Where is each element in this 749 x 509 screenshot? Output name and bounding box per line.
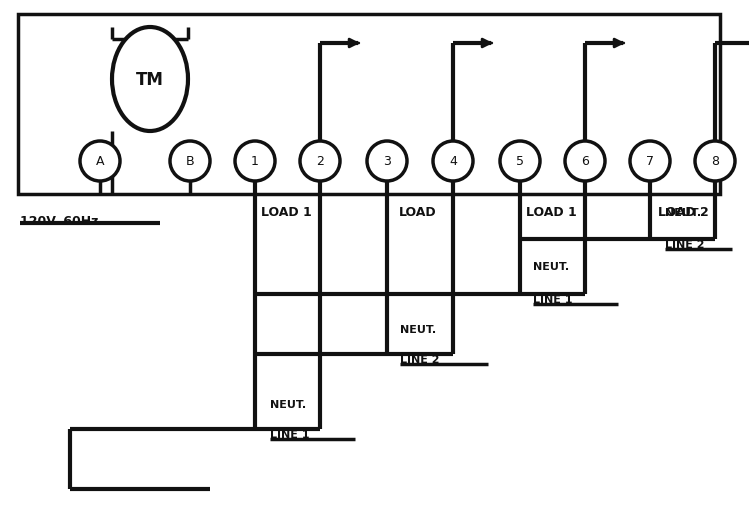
- Ellipse shape: [112, 28, 188, 132]
- Circle shape: [300, 142, 340, 182]
- Text: 8: 8: [711, 155, 719, 168]
- Text: NEUT.: NEUT.: [270, 399, 306, 409]
- Text: LOAD 2: LOAD 2: [658, 206, 709, 219]
- Bar: [18, 15, 720, 194]
- Text: LINE 1: LINE 1: [533, 294, 572, 304]
- Text: LINE 1: LINE 1: [270, 429, 309, 439]
- Circle shape: [695, 142, 735, 182]
- Text: 5: 5: [516, 155, 524, 168]
- Circle shape: [170, 142, 210, 182]
- Text: NEUT.: NEUT.: [533, 262, 569, 271]
- Text: LOAD 1: LOAD 1: [261, 206, 312, 219]
- Circle shape: [500, 142, 540, 182]
- Circle shape: [235, 142, 275, 182]
- Text: 2: 2: [316, 155, 324, 168]
- Circle shape: [80, 142, 120, 182]
- Text: LINE 2: LINE 2: [400, 354, 440, 364]
- Text: NEUT.: NEUT.: [400, 324, 436, 334]
- Text: A: A: [96, 155, 104, 168]
- Text: 7: 7: [646, 155, 654, 168]
- Circle shape: [630, 142, 670, 182]
- Text: LINE 2: LINE 2: [665, 240, 705, 249]
- Circle shape: [367, 142, 407, 182]
- Text: LOAD: LOAD: [399, 206, 437, 219]
- Text: 3: 3: [383, 155, 391, 168]
- Text: TM: TM: [136, 71, 164, 89]
- Circle shape: [433, 142, 473, 182]
- Text: 4: 4: [449, 155, 457, 168]
- Text: LOAD 1: LOAD 1: [526, 206, 577, 219]
- Text: NEUT.: NEUT.: [665, 208, 701, 217]
- Circle shape: [565, 142, 605, 182]
- Text: 6: 6: [581, 155, 589, 168]
- Text: B: B: [186, 155, 194, 168]
- Text: 120V. 60Hz: 120V. 60Hz: [20, 215, 98, 228]
- Text: 1: 1: [251, 155, 259, 168]
